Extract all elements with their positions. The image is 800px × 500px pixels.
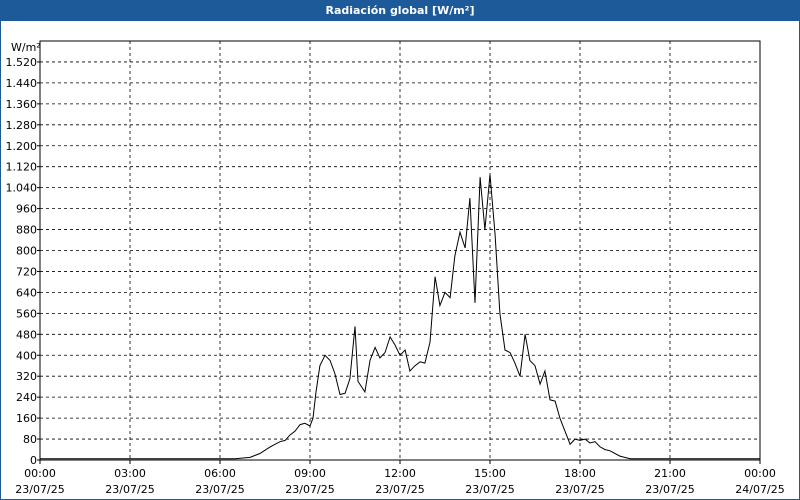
y-tick-label: 0 — [30, 454, 37, 467]
x-tick-label: 03:00 — [114, 467, 146, 480]
x-tick-label: 21:00 — [654, 467, 686, 480]
x-tick-label: 00:00 — [744, 467, 776, 480]
x-tick-date: 23/07/25 — [465, 483, 514, 496]
plot-frame — [39, 40, 761, 461]
x-tick-date: 23/07/25 — [375, 483, 424, 496]
y-tick-label: 80 — [23, 433, 37, 446]
x-tick-date: 23/07/25 — [105, 483, 154, 496]
x-tick-date: 23/07/25 — [645, 483, 694, 496]
y-tick-label: 480 — [16, 328, 37, 341]
x-tick-label: 06:00 — [204, 467, 236, 480]
y-tick-label: 320 — [16, 370, 37, 383]
data-line — [40, 174, 760, 460]
y-tick-label: 160 — [16, 412, 37, 425]
y-tick-label: 960 — [16, 203, 37, 216]
x-tick-label: 18:00 — [564, 467, 596, 480]
y-tick-label: 880 — [16, 224, 37, 237]
title-bar: Radiación global [W/m²] — [1, 1, 799, 21]
x-tick-date: 23/07/25 — [285, 483, 334, 496]
x-tick-date: 23/07/25 — [15, 483, 64, 496]
x-tick-label: 09:00 — [294, 467, 326, 480]
x-tick-date: 23/07/25 — [555, 483, 604, 496]
y-tick-label: 1.280 — [6, 119, 38, 132]
x-tick-date: 23/07/25 — [195, 483, 244, 496]
y-tick-label: 800 — [16, 245, 37, 258]
y-tick-label: 640 — [16, 286, 37, 299]
y-tick-label: 400 — [16, 349, 37, 362]
x-tick-label: 15:00 — [474, 467, 506, 480]
y-tick-label: 1.520 — [6, 56, 38, 69]
x-tick-label: 00:00 — [24, 467, 56, 480]
y-tick-label: 1.040 — [6, 182, 38, 195]
y-tick-label: 1.200 — [6, 140, 38, 153]
x-tick-date: 24/07/25 — [735, 483, 784, 496]
y-tick-label: 1.440 — [6, 77, 38, 90]
x-tick-label: 12:00 — [384, 467, 416, 480]
chart: W/m² 0 80 160 240 320 400 480 560 640 720 800 880 96… — [6, 40, 785, 496]
y-tick-label: 1.120 — [6, 161, 38, 174]
y-tick-label: 720 — [16, 265, 37, 278]
y-unit: W/m² — [11, 41, 41, 54]
y-tick-label: 560 — [16, 307, 37, 320]
y-tick-label: 1.360 — [6, 98, 38, 111]
y-tick-label: 240 — [16, 391, 37, 404]
